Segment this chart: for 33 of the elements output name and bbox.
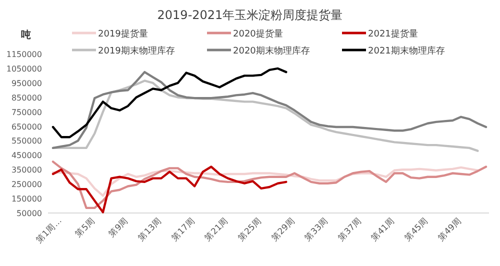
legend-label: 2020期末物理库存: [233, 46, 310, 56]
x-tick-label: 第45周: [402, 215, 431, 244]
x-tick-label: 第9周: [106, 215, 131, 240]
x-tick-label: 第1周…: [34, 215, 64, 246]
y-tick-label: 1050000: [6, 64, 42, 74]
legend-label: 2019期末物理库存: [98, 46, 175, 56]
y-axis-title: 吨: [21, 29, 31, 41]
x-tick-label: 第41周: [369, 215, 398, 244]
y-tick-label: 550000: [11, 136, 42, 146]
y-tick-label: 950000: [11, 78, 42, 88]
x-tick-label: 第25周: [236, 215, 264, 244]
y-tick-label: 850000: [11, 93, 42, 102]
legend-label: 2019提货量: [98, 28, 148, 40]
x-tick-label: 第49周: [436, 215, 464, 244]
x-tick-label: 第21周: [202, 215, 231, 244]
y-tick-label: 250000: [11, 180, 42, 190]
legend-label: 2021期末物理库存: [368, 46, 445, 56]
x-tick-label: 第29周: [269, 215, 298, 244]
y-tick-label: 750000: [11, 108, 42, 117]
x-tick-label: 第5周: [73, 215, 98, 240]
x-tick-label: 第17周: [169, 215, 198, 244]
y-tick-label: 50000: [16, 209, 42, 218]
legend-label: 2020提货量: [233, 28, 283, 40]
y-tick-label: 450000: [11, 151, 42, 160]
y-tick-label: 150000: [11, 194, 42, 204]
y-tick-label: 650000: [11, 122, 42, 132]
legend-label: 2021提货量: [368, 28, 418, 40]
y-tick-label: 350000: [11, 166, 42, 175]
y-tick-label: 1150000: [6, 50, 42, 59]
x-tick-label: 第13周: [136, 215, 164, 244]
chart-title: 2019-2021年玉米淀粉周度提货量: [157, 8, 343, 22]
x-tick-label: 第37周: [336, 215, 364, 244]
x-tick-label: 第33周: [302, 215, 331, 244]
